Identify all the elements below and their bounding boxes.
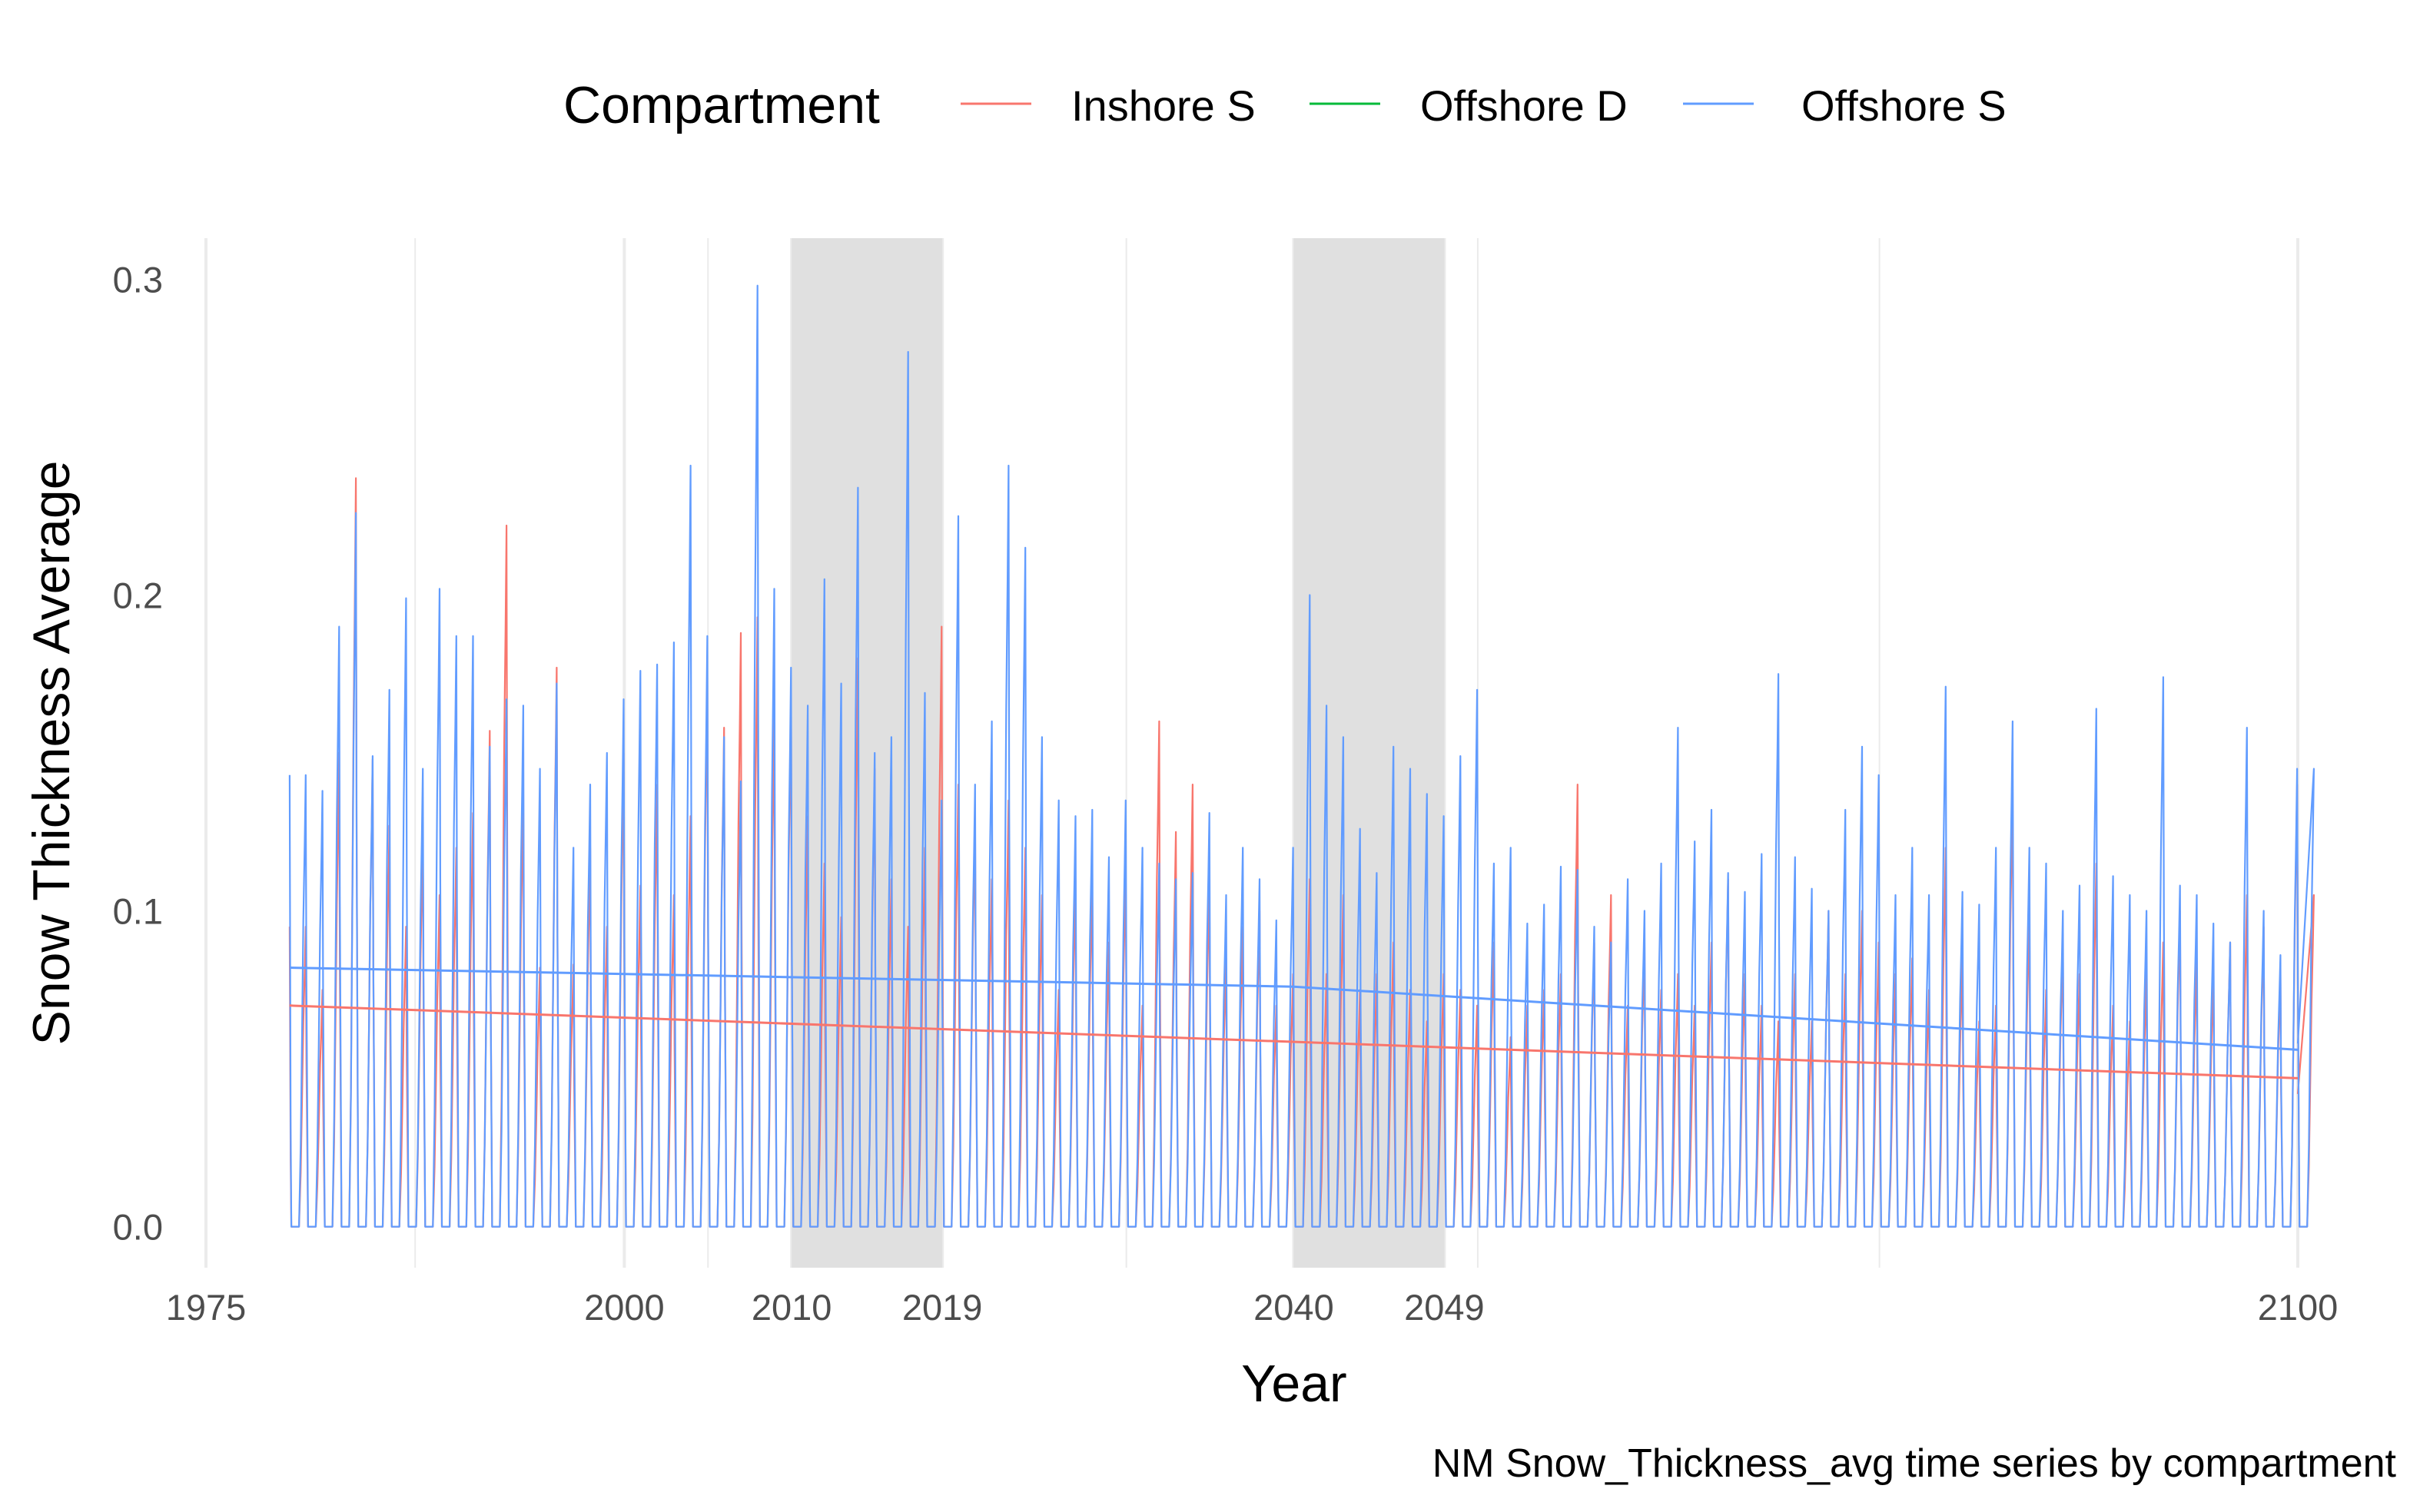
x-tick-label-1975: 1975	[166, 1287, 247, 1328]
chart-caption: NM Snow_Thickness_avg time series by com…	[1432, 1441, 2397, 1486]
legend-entry-inshore-s: Inshore S	[961, 81, 1256, 130]
legend: Compartment Inshore S Offshore D Offshor…	[563, 76, 2007, 134]
x-tick-label-2100: 2100	[2258, 1287, 2339, 1328]
series-line-offshore-s	[288, 284, 2315, 1228]
x-axis-tick-labels: 1975 2000 2010 2019 2040 2049 2100	[166, 1287, 2339, 1328]
shaded-period-2040-2049	[1293, 238, 1445, 1268]
x-axis-title: Year	[1241, 1354, 1346, 1413]
x-tick-label-2049: 2049	[1404, 1287, 1485, 1328]
y-tick-label-0.3: 0.3	[113, 259, 163, 300]
legend-label-offshore-s: Offshore S	[1801, 81, 2007, 130]
y-tick-label-0: 0.0	[113, 1207, 163, 1248]
legend-entry-offshore-d: Offshore D	[1310, 81, 1628, 130]
x-tick-label-2040: 2040	[1253, 1287, 1334, 1328]
shaded-period-2010-2019	[792, 238, 943, 1268]
y-tick-label-0.2: 0.2	[113, 575, 163, 615]
legend-label-offshore-d: Offshore D	[1420, 81, 1628, 130]
x-tick-label-2019: 2019	[902, 1287, 983, 1328]
trend-line-inshore-s	[289, 1004, 2299, 1079]
trend-lines	[289, 967, 2299, 1079]
shaded-periods	[792, 238, 1445, 1268]
gridlines	[204, 238, 2299, 1268]
y-axis-tick-labels: 0.0 0.1 0.2 0.3	[113, 259, 163, 1247]
series-lines	[288, 284, 2315, 1228]
x-tick-label-2000: 2000	[584, 1287, 665, 1328]
x-tick-label-2010: 2010	[752, 1287, 832, 1328]
legend-label-inshore-s: Inshore S	[1071, 81, 1256, 130]
trend-line-offshore-s	[289, 967, 2299, 1051]
y-tick-label-0.1: 0.1	[113, 891, 163, 932]
y-axis-title: Snow Thickness Average	[22, 460, 81, 1045]
legend-entry-offshore-s: Offshore S	[1683, 81, 2007, 130]
legend-title: Compartment	[563, 76, 880, 134]
